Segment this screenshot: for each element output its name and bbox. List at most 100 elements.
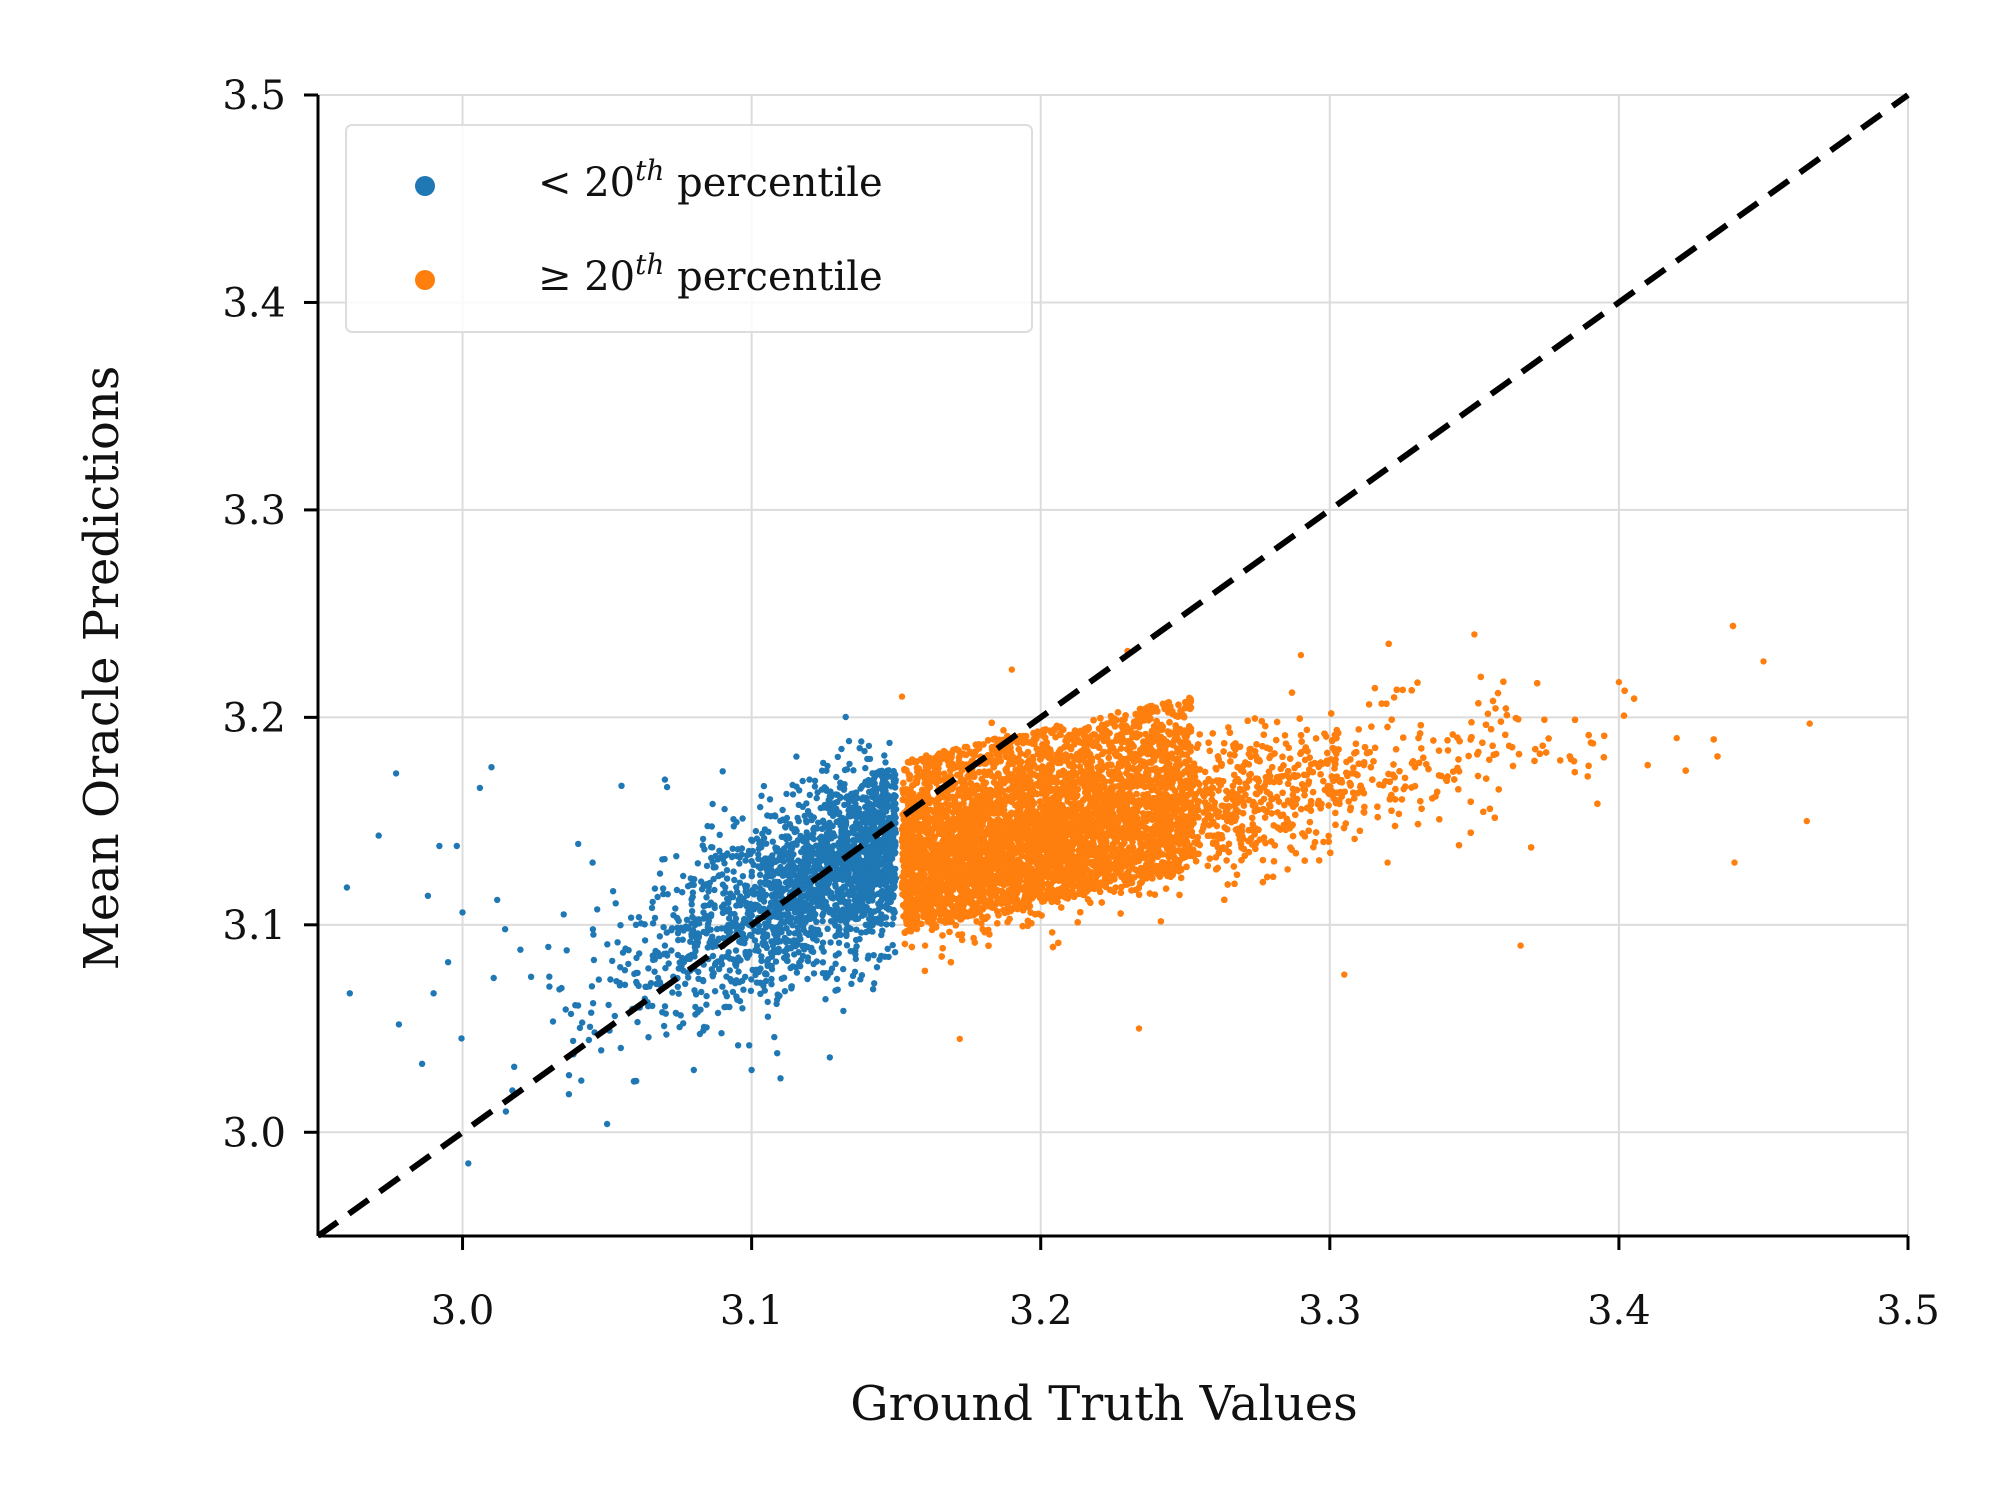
- data-point: [845, 909, 852, 916]
- data-point: [788, 854, 795, 861]
- data-point: [789, 791, 797, 798]
- data-point: [773, 848, 780, 855]
- data-point: [879, 927, 886, 934]
- data-point: [418, 1060, 426, 1068]
- data-point: [722, 924, 729, 932]
- data-point: [757, 879, 764, 886]
- data-point: [821, 822, 829, 829]
- data-point: [632, 921, 640, 928]
- data-point: [834, 753, 841, 761]
- data-point: [734, 1042, 742, 1049]
- data-point: [761, 987, 768, 994]
- data-point: [861, 747, 868, 755]
- data-point: [765, 828, 772, 835]
- data-point: [887, 831, 894, 839]
- data-point: [679, 936, 686, 943]
- data-point: [556, 986, 563, 993]
- data-point: [652, 947, 659, 955]
- data-point: [696, 920, 703, 927]
- data-point: [764, 998, 771, 1006]
- data-point: [490, 974, 497, 982]
- data-point: [659, 885, 667, 892]
- data-point: [698, 886, 706, 893]
- data-point: [707, 899, 715, 906]
- data-point: [826, 851, 834, 858]
- data-point: [780, 974, 788, 981]
- data-point: [882, 759, 889, 766]
- data-point: [884, 945, 891, 952]
- data-point: [731, 876, 738, 884]
- data-point: [501, 926, 509, 933]
- data-point: [889, 921, 896, 928]
- data-point: [721, 860, 728, 867]
- data-point: [839, 907, 846, 914]
- data-point: [565, 1091, 573, 1098]
- data-point: [879, 806, 887, 814]
- data-point: [823, 787, 830, 794]
- data-point: [726, 967, 733, 974]
- data-point: [715, 965, 723, 973]
- data-point: [744, 892, 751, 899]
- data-point: [798, 869, 806, 876]
- data-point: [817, 836, 825, 843]
- data-point: [795, 818, 802, 825]
- data-point: [711, 886, 718, 894]
- data-point: [738, 845, 746, 852]
- data-point: [886, 845, 893, 852]
- data-point: [749, 966, 756, 974]
- data-point: [612, 900, 619, 907]
- data-point: [395, 1021, 403, 1028]
- data-point: [862, 836, 869, 843]
- data-point: [605, 1001, 612, 1009]
- data-point: [708, 966, 715, 973]
- data-point: [766, 796, 774, 803]
- data-point: [825, 880, 832, 888]
- data-point: [755, 947, 762, 955]
- data-point: [815, 819, 822, 826]
- data-point: [690, 881, 697, 889]
- data-point: [619, 949, 627, 956]
- data-point: [609, 957, 616, 965]
- data-point: [866, 858, 874, 865]
- data-point: [826, 1054, 833, 1061]
- data-point: [680, 872, 687, 880]
- data-point: [868, 804, 876, 811]
- data-point: [853, 814, 860, 821]
- data-point: [877, 891, 884, 898]
- data-point: [712, 864, 719, 871]
- data-point: [772, 936, 779, 943]
- data-point: [760, 898, 768, 905]
- data-point: [549, 1018, 557, 1025]
- data-point: [748, 1066, 755, 1074]
- data-point: [760, 834, 768, 842]
- data-point: [679, 889, 686, 896]
- data-point: [756, 871, 764, 878]
- data-point: [841, 781, 848, 788]
- data-point: [850, 823, 857, 830]
- data-point: [621, 981, 629, 988]
- data-point: [701, 846, 708, 853]
- data-point: [748, 976, 755, 983]
- data-point: [769, 838, 776, 845]
- data-point: [613, 978, 620, 985]
- data-point: [856, 855, 863, 862]
- data-point: [865, 742, 873, 750]
- data-point: [810, 849, 817, 856]
- data-point: [848, 980, 855, 987]
- data-point: [831, 907, 838, 914]
- data-point: [753, 942, 761, 950]
- data-point: [861, 848, 868, 856]
- data-point: [675, 990, 682, 997]
- data-point: [834, 810, 842, 817]
- data-point: [791, 900, 799, 907]
- data-point: [854, 915, 862, 922]
- data-point: [672, 905, 679, 912]
- series-below-20th-percentile: [343, 713, 900, 1167]
- data-point: [736, 997, 744, 1005]
- data-point: [678, 962, 685, 969]
- data-point: [818, 944, 825, 951]
- data-point: [889, 882, 896, 890]
- data-point: [771, 1033, 778, 1041]
- data-point: [694, 860, 701, 867]
- data-point: [709, 952, 717, 960]
